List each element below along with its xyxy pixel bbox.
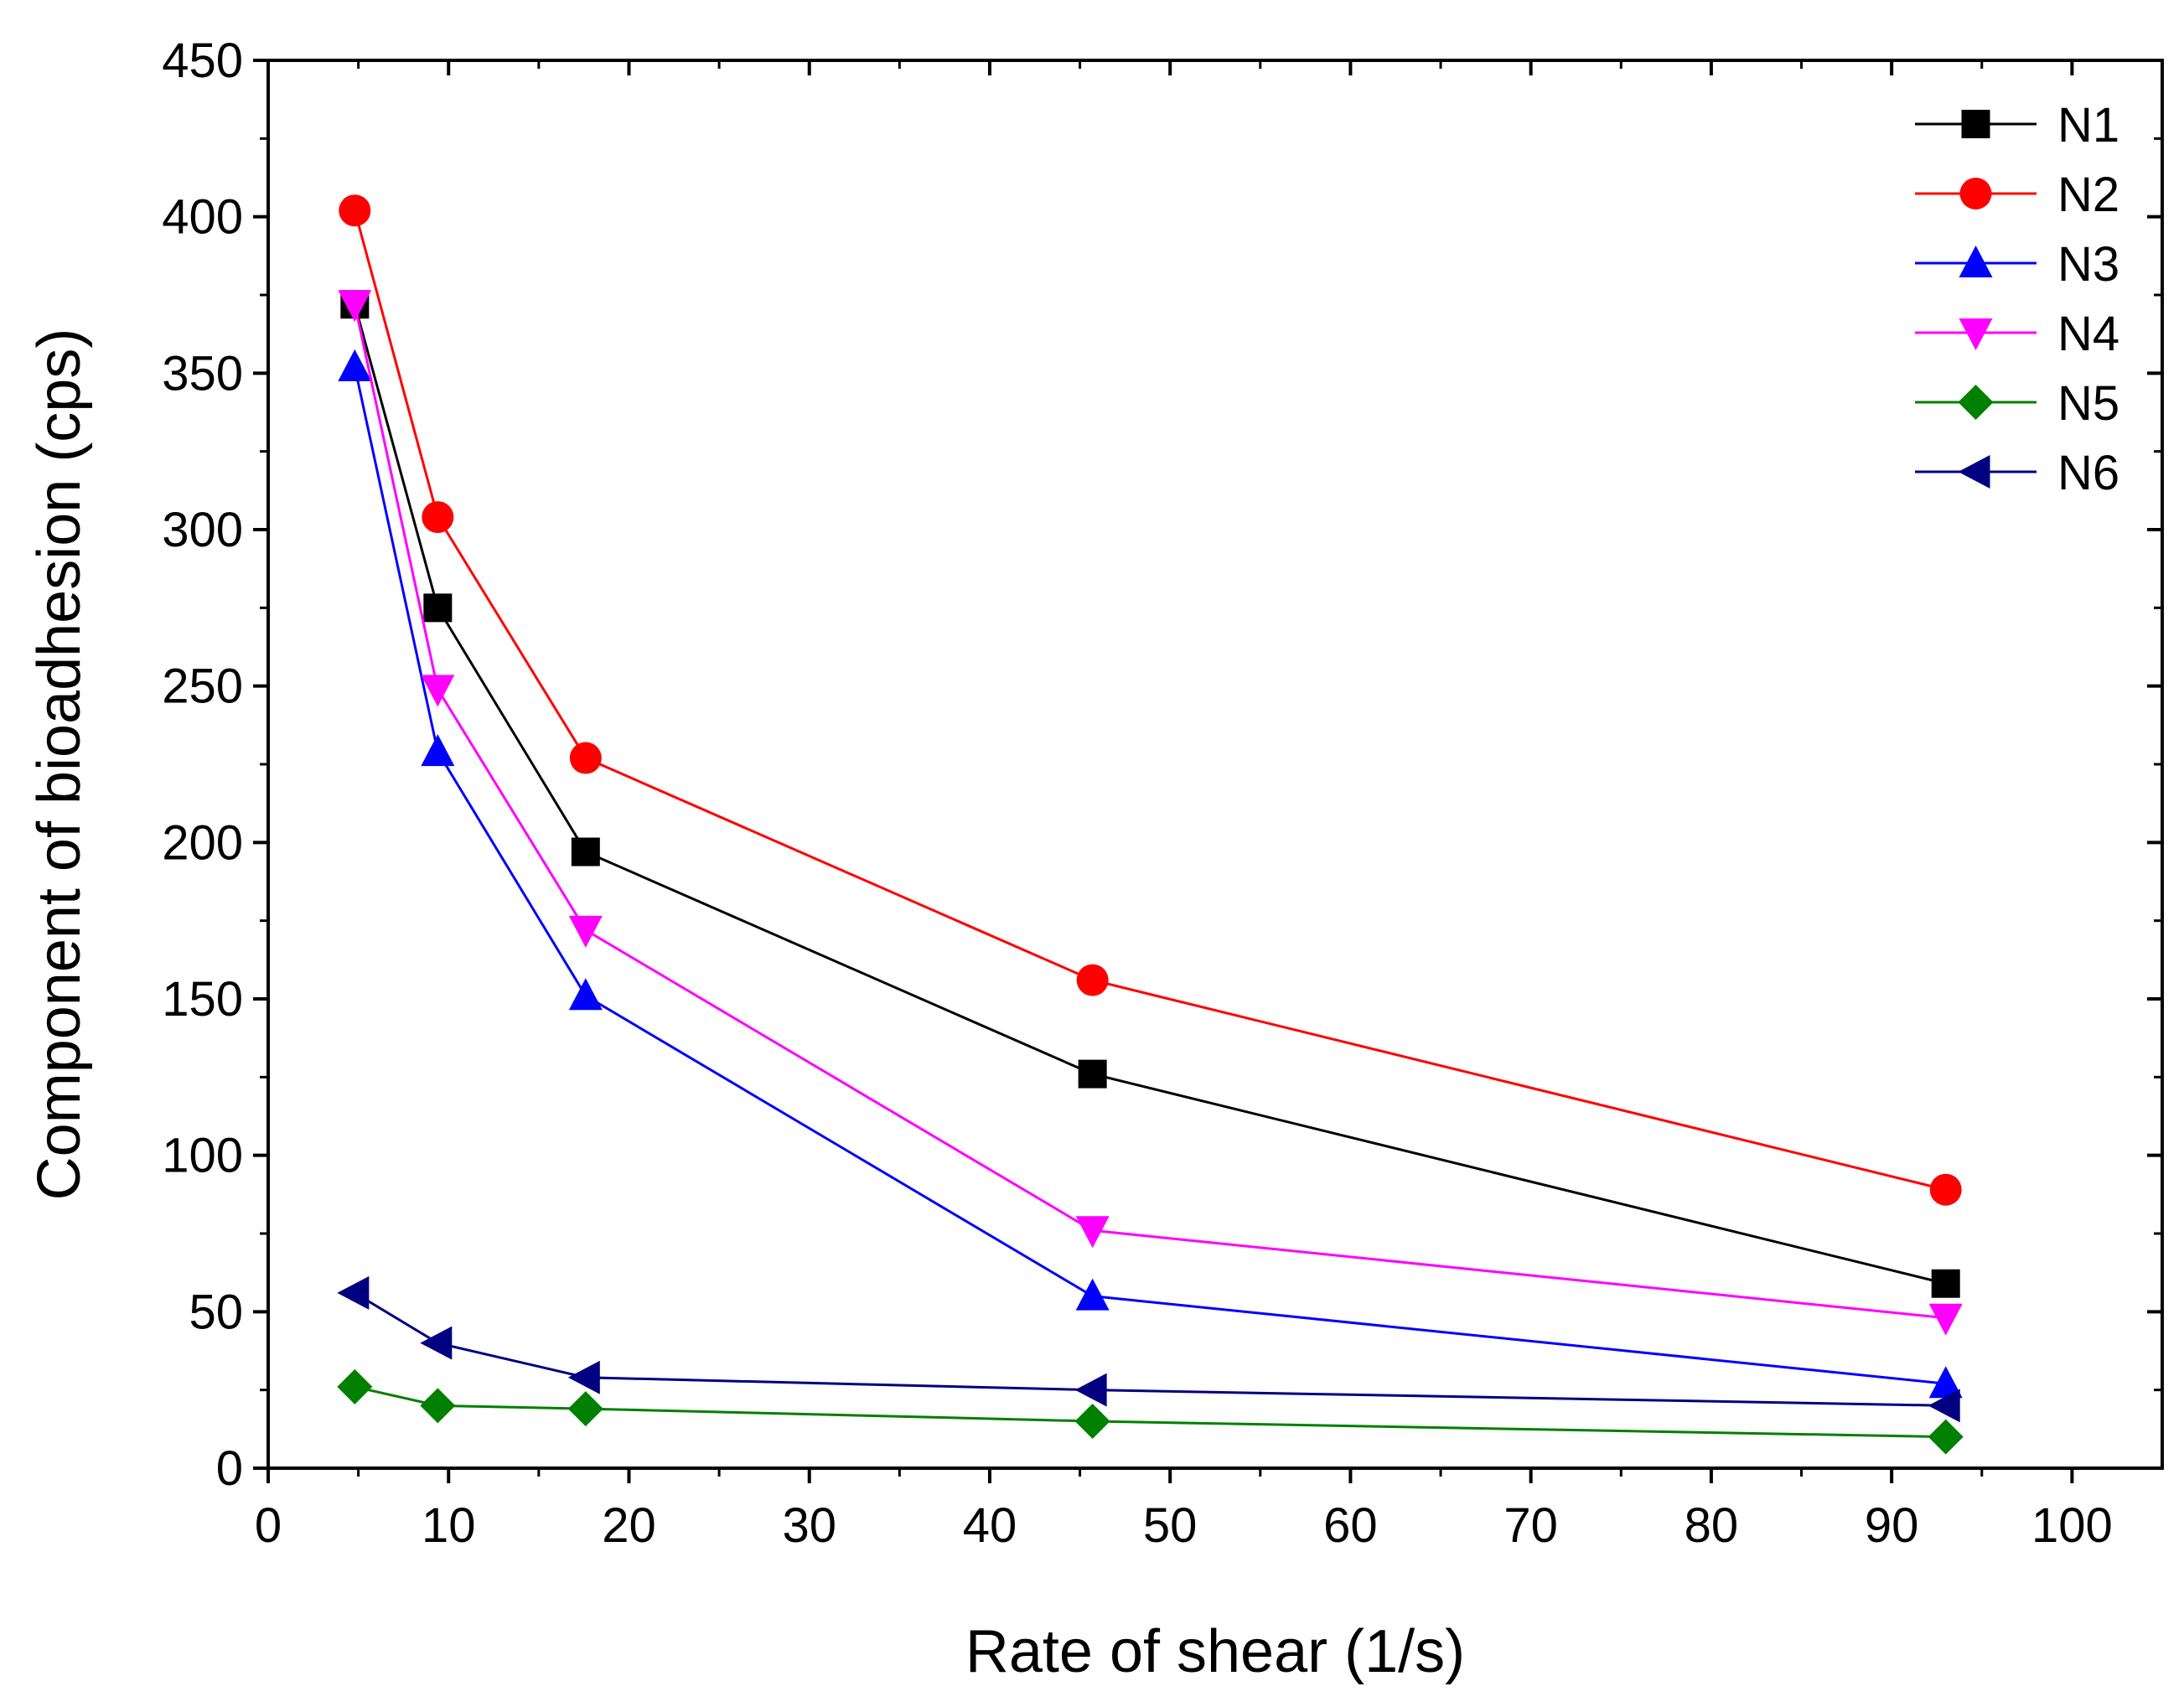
y-tick-label: 350 xyxy=(162,346,243,401)
y-tick-label: 250 xyxy=(162,660,243,714)
data-point-n6 xyxy=(1928,1389,1960,1423)
data-point-n6 xyxy=(567,1360,600,1394)
legend-item-n4: N4 xyxy=(1915,307,2119,361)
data-point-n2 xyxy=(339,194,371,227)
data-point-n1 xyxy=(1078,1059,1107,1089)
data-point-n1 xyxy=(423,593,453,623)
x-tick-label: 100 xyxy=(2031,1498,2113,1553)
series-n2 xyxy=(339,194,1962,1206)
data-point-n4 xyxy=(1075,1216,1110,1249)
legend-item-n3: N3 xyxy=(1915,237,2119,292)
y-tick-label: 450 xyxy=(162,34,243,88)
y-tick-label: 150 xyxy=(162,972,243,1027)
data-point-n1 xyxy=(571,837,600,866)
series-n3 xyxy=(338,349,1963,1399)
data-point-n5 xyxy=(567,1391,603,1427)
series-n4 xyxy=(338,290,1963,1336)
legend-item-n2: N2 xyxy=(1915,168,2119,222)
data-point-n6 xyxy=(337,1275,370,1310)
legend-label: N2 xyxy=(2057,168,2119,222)
series-layer xyxy=(337,194,1964,1455)
data-point-n5 xyxy=(337,1368,373,1404)
series-n6 xyxy=(337,1275,1960,1423)
y-tick-label: 200 xyxy=(162,815,243,870)
data-point-n5 xyxy=(420,1388,456,1424)
legend-label: N3 xyxy=(2057,237,2119,292)
y-tick-label: 400 xyxy=(162,190,243,245)
data-point-n3 xyxy=(568,978,603,1011)
y-tick-label: 0 xyxy=(216,1441,243,1496)
legend-label: N6 xyxy=(2057,446,2119,500)
legend-marker xyxy=(1959,318,1993,350)
data-point-n6 xyxy=(1074,1373,1107,1407)
x-tick-label: 60 xyxy=(1323,1498,1378,1553)
y-tick-label: 300 xyxy=(162,503,243,557)
data-point-n4 xyxy=(421,675,455,707)
series-n5 xyxy=(337,1368,1964,1455)
data-point-n6 xyxy=(420,1326,453,1360)
legend-item-n6: N6 xyxy=(1915,446,2119,500)
y-axis-title: Component of bioadhesion (cps) xyxy=(26,328,93,1201)
data-point-n5 xyxy=(1928,1419,1964,1455)
axes: 0 10 20 30 40 50 60 70 80 90 100 0 50 100 150 200 250 300… xyxy=(162,34,2164,1553)
data-point-n5 xyxy=(1074,1404,1110,1439)
data-point-n1 xyxy=(1931,1269,1960,1298)
x-tick-label: 70 xyxy=(1503,1498,1558,1553)
data-point-n4 xyxy=(338,290,372,323)
data-point-n3 xyxy=(421,734,455,767)
legend-marker xyxy=(1959,178,1992,209)
x-axis-title: Rate of shear (1/s) xyxy=(965,1618,1465,1685)
data-point-n4 xyxy=(568,915,603,948)
legend-marker xyxy=(1961,110,1990,138)
data-point-n3 xyxy=(338,349,372,381)
legend-marker xyxy=(1958,385,1994,420)
legend: N1 N2 N3 N4 N5 N6 xyxy=(1915,98,2119,500)
legend-label: N1 xyxy=(2057,98,2119,153)
data-point-n3 xyxy=(1928,1366,1963,1399)
x-tick-label: 10 xyxy=(422,1498,476,1553)
data-point-n4 xyxy=(1928,1303,1963,1336)
x-tick-label: 50 xyxy=(1143,1498,1198,1553)
legend-label: N5 xyxy=(2057,376,2119,431)
legend-item-n5: N5 xyxy=(1915,376,2119,431)
x-tick-label: 90 xyxy=(1865,1498,1919,1553)
data-point-n2 xyxy=(1929,1173,1962,1206)
legend-marker xyxy=(1958,455,1990,489)
x-tick-label: 30 xyxy=(782,1498,836,1553)
x-tick-label: 40 xyxy=(963,1498,1017,1553)
y-tick-label: 50 xyxy=(189,1285,243,1339)
x-tick-label: 20 xyxy=(602,1498,656,1553)
data-point-n2 xyxy=(1076,964,1109,996)
data-point-n3 xyxy=(1075,1278,1110,1311)
x-tick-label: 80 xyxy=(1685,1498,1739,1553)
legend-marker xyxy=(1959,246,1993,277)
legend-label: N4 xyxy=(2057,307,2119,361)
data-point-n2 xyxy=(422,501,454,534)
data-point-n2 xyxy=(569,742,602,774)
y-tick-label: 100 xyxy=(162,1129,243,1183)
legend-item-n1: N1 xyxy=(1915,98,2119,153)
x-tick-label: 0 xyxy=(255,1498,282,1553)
